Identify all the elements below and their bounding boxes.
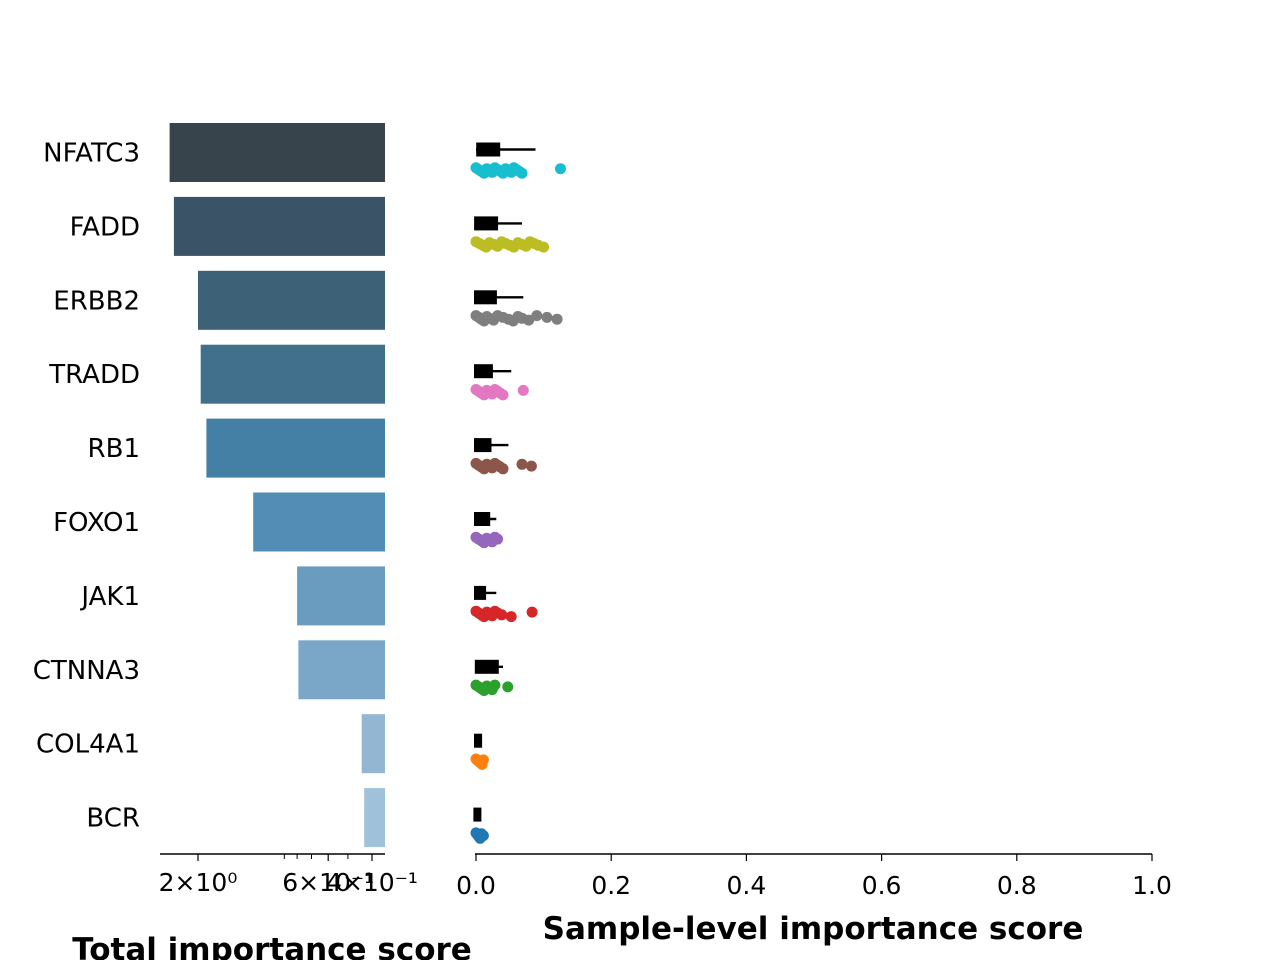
sample-point: [497, 389, 509, 401]
sample-point: [531, 310, 543, 322]
bar-erbb2: [198, 270, 385, 330]
bar-rb1: [206, 418, 385, 478]
bar-bcr: [364, 788, 385, 848]
bar-col4a1: [361, 714, 385, 774]
sample-point: [477, 830, 489, 842]
gene-label-foxo1: FOXO1: [53, 508, 140, 538]
bar-fadd: [173, 196, 385, 256]
gene-labels: NFATC3 FADD ERBB2 TRADD RB1 FOXO1 JAK1 CTNNA3 CO…: [33, 139, 140, 834]
tick-label: 0.2: [591, 871, 631, 900]
sample-point: [526, 606, 538, 618]
mean-marker: [474, 512, 491, 526]
mean-marker: [474, 290, 497, 305]
sample-point: [541, 311, 553, 323]
strip-fadd: [470, 216, 550, 253]
bar-tradd: [200, 344, 385, 404]
tick-label: 1.0: [1132, 871, 1172, 900]
gene-label-jak1: JAK1: [79, 582, 140, 612]
gene-label-erbb2: ERBB2: [53, 286, 140, 316]
sample-point: [502, 681, 514, 693]
sample-level-axis: 0.0 0.2 0.4 0.6 0.8 1.0: [456, 853, 1172, 900]
strip-col4a1: [470, 733, 489, 770]
gene-label-ctnna3: CTNNA3: [33, 656, 140, 686]
mean-marker: [473, 807, 482, 822]
bar-nfatc3: [169, 123, 385, 182]
tick-label: 0.0: [456, 871, 496, 900]
tick-label: 2×10⁰: [159, 868, 238, 897]
strip-erbb2: [470, 290, 563, 327]
mean-marker: [474, 659, 499, 674]
sample-level-strip-chart: [470, 142, 566, 844]
strip-jak1: [470, 585, 538, 623]
gene-label-nfatc3: NFATC3: [43, 139, 140, 169]
sample-point: [492, 533, 504, 545]
tick-label: 0.4: [727, 871, 767, 900]
sample-level-axis-title: Sample-level importance score: [543, 911, 1084, 947]
sample-point: [538, 241, 550, 253]
sample-point: [497, 463, 509, 475]
tick-label: 4×10⁻¹: [326, 868, 418, 897]
tick-label: 0.6: [862, 871, 902, 900]
sample-point: [516, 167, 528, 179]
sample-point: [516, 458, 528, 470]
strip-bcr: [470, 807, 489, 844]
strip-rb1: [470, 438, 537, 475]
bar-foxo1: [253, 492, 385, 552]
mean-marker: [476, 142, 501, 157]
sample-point: [523, 314, 535, 326]
bar-jak1: [297, 566, 385, 626]
gene-label-fadd: FADD: [70, 212, 140, 242]
sample-point: [505, 611, 517, 623]
mean-marker: [474, 438, 492, 453]
bar-ctnna3: [298, 640, 385, 700]
gene-label-tradd: TRADD: [48, 360, 140, 390]
gene-label-bcr: BCR: [86, 804, 140, 834]
total-importance-axis-title: Total importance score: [72, 932, 472, 960]
strip-nfatc3: [470, 142, 566, 179]
sample-point: [489, 679, 501, 691]
sample-point: [517, 384, 529, 396]
gene-label-rb1: RB1: [88, 434, 140, 464]
sample-point: [551, 313, 563, 325]
tick-label: 6×10⁻¹: [282, 868, 374, 897]
sample-point: [555, 163, 566, 175]
tick-label: 0.8: [997, 871, 1037, 900]
bar-chart-total-importance: [169, 123, 385, 848]
mean-marker: [474, 733, 483, 748]
sample-point: [477, 754, 489, 766]
strip-ctnna3: [470, 659, 514, 696]
sample-point: [496, 609, 508, 621]
gene-label-col4a1: COL4A1: [36, 730, 140, 760]
strip-foxo1: [470, 512, 504, 549]
mean-marker: [474, 585, 487, 600]
strip-tradd: [470, 364, 529, 401]
mean-marker: [474, 216, 499, 231]
sample-point: [525, 460, 537, 472]
total-importance-axis: 2×10⁰ 6×10⁻¹4×10⁻¹: [159, 853, 418, 897]
mean-marker: [474, 364, 493, 379]
